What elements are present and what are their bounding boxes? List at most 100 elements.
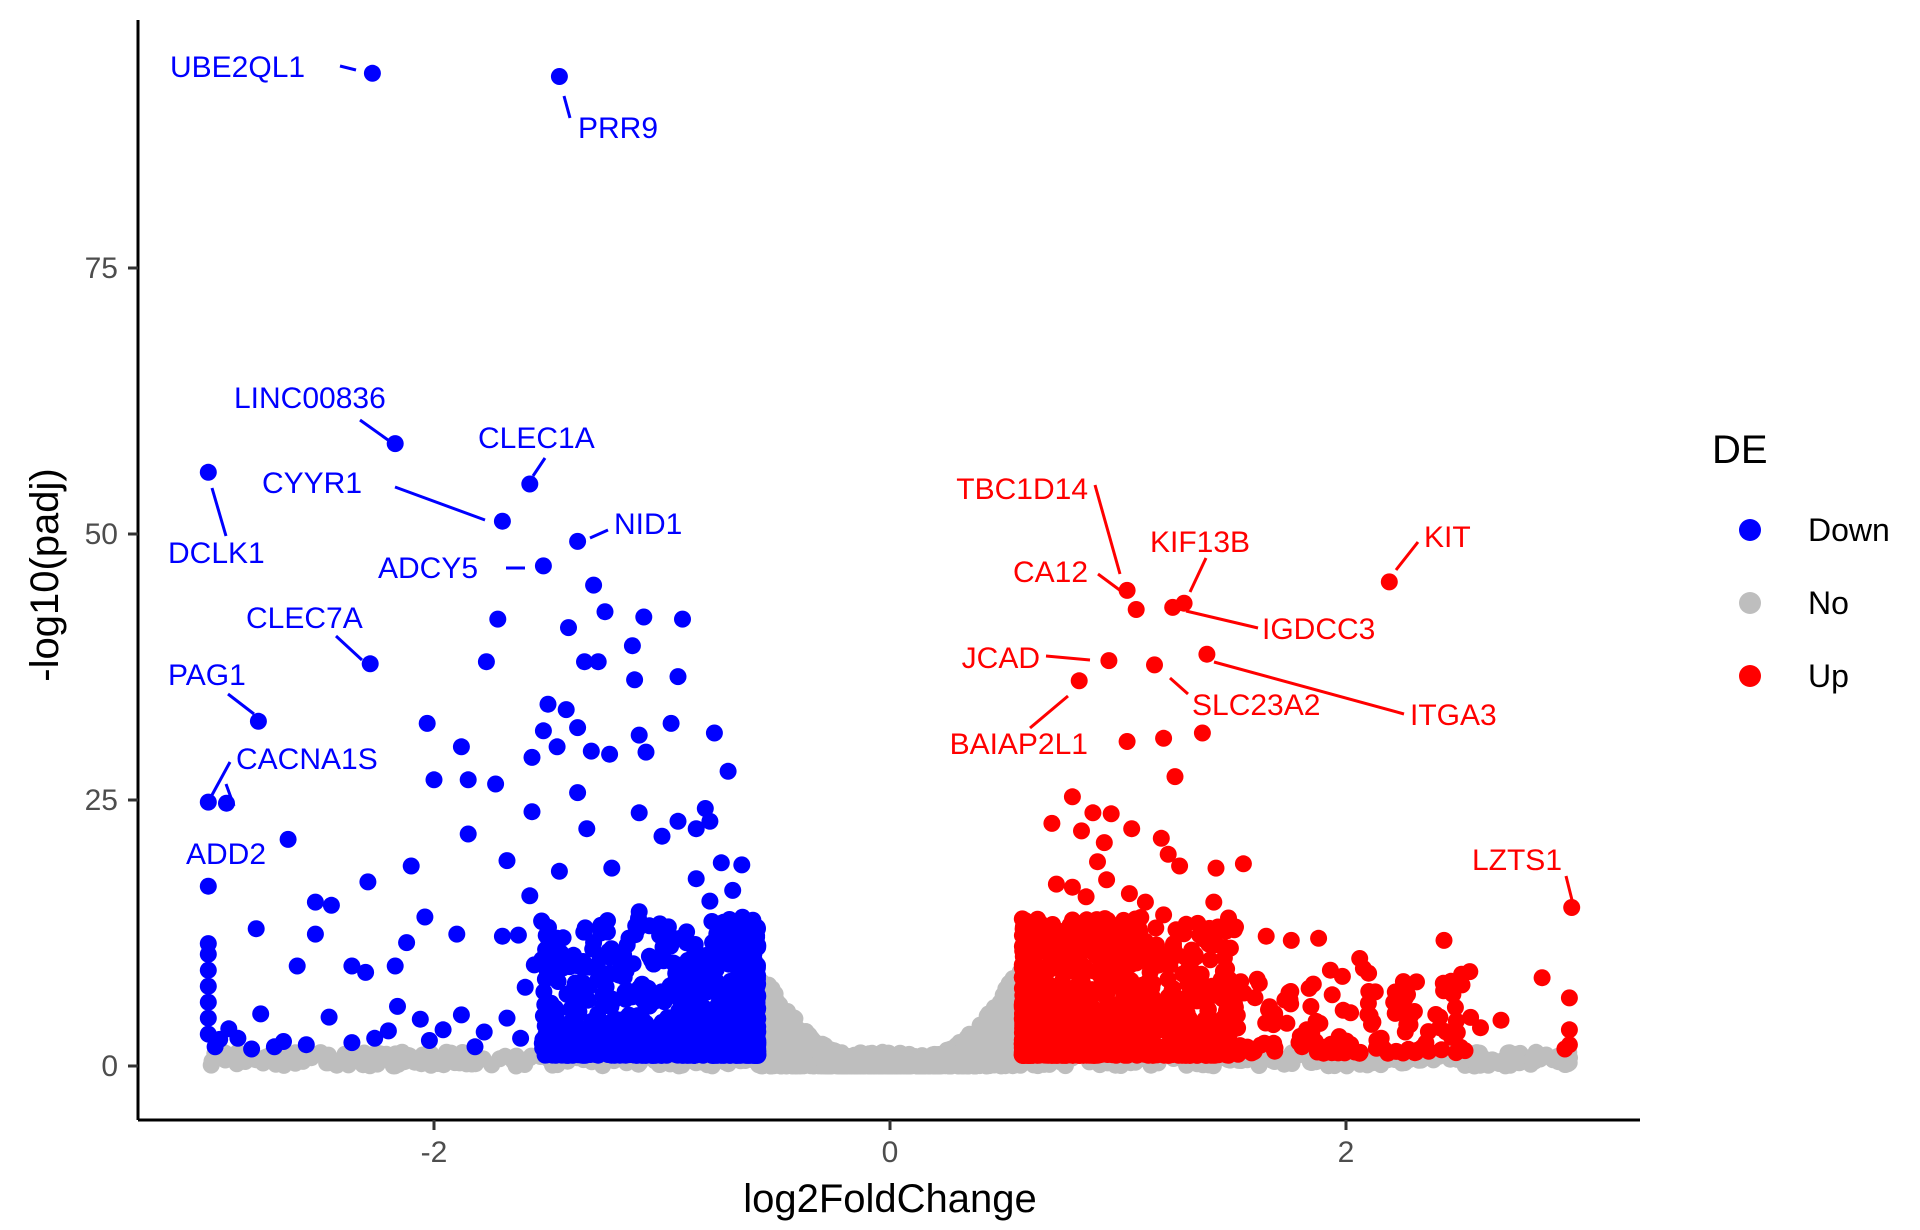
point-up bbox=[1095, 834, 1113, 852]
point-down bbox=[535, 983, 553, 1001]
point-up bbox=[1206, 986, 1224, 1004]
axis-ticks: -2 0 2 0 25 50 75 bbox=[85, 252, 1355, 1169]
leader-line-tbc1d14 bbox=[1093, 484, 1122, 575]
point-up bbox=[1367, 1039, 1385, 1057]
point-up bbox=[1120, 885, 1138, 903]
point-no bbox=[799, 1055, 816, 1073]
point-up bbox=[1152, 829, 1170, 847]
point-down bbox=[539, 695, 557, 713]
legend-key-up bbox=[1739, 665, 1761, 687]
point-no bbox=[467, 1055, 484, 1073]
point-no bbox=[1523, 1051, 1541, 1068]
point-down bbox=[581, 977, 599, 995]
point-down bbox=[655, 993, 673, 1011]
point-up bbox=[1084, 804, 1102, 822]
point-up bbox=[1191, 978, 1209, 996]
point-up bbox=[1100, 652, 1118, 670]
point-down bbox=[288, 957, 306, 975]
point-down bbox=[425, 771, 443, 789]
point-down bbox=[343, 957, 361, 975]
point-up bbox=[1238, 1038, 1256, 1056]
point-down bbox=[630, 726, 648, 744]
point-up bbox=[1408, 973, 1425, 991]
point-down bbox=[735, 1006, 753, 1024]
point-down bbox=[550, 953, 568, 971]
point-up bbox=[1260, 1001, 1277, 1019]
point-down bbox=[199, 463, 217, 481]
leader-line-dclk1 bbox=[210, 487, 228, 537]
point-down bbox=[366, 1029, 384, 1047]
point-down bbox=[692, 949, 710, 966]
gene-labels-layer: UBE2QL1 PRR9 LINC00836 DCLK1 CLEC1A CYYR1 NID1… bbox=[168, 51, 1562, 877]
point-up bbox=[1123, 820, 1141, 838]
legend-title: DE bbox=[1712, 428, 1768, 472]
point-up bbox=[1299, 1031, 1316, 1048]
point-up bbox=[1057, 946, 1074, 964]
point-no bbox=[363, 1049, 381, 1067]
point-up bbox=[1118, 1034, 1135, 1052]
point-up bbox=[1077, 888, 1095, 906]
leader-line-nid1 bbox=[589, 528, 609, 540]
leader-line-clec1a bbox=[531, 457, 547, 477]
point-down bbox=[701, 892, 719, 910]
point-down bbox=[363, 64, 381, 82]
point-down bbox=[306, 925, 324, 943]
leader-line-itga3 bbox=[1213, 660, 1405, 716]
point-down bbox=[420, 1032, 438, 1049]
point-down bbox=[708, 1017, 726, 1035]
point-no bbox=[294, 1052, 312, 1070]
point-up bbox=[1128, 1011, 1146, 1029]
point-no bbox=[846, 1057, 864, 1075]
point-up bbox=[1351, 1044, 1368, 1062]
point-down bbox=[343, 1034, 361, 1052]
gene-label-linc00836: LINC00836 bbox=[234, 382, 386, 415]
point-down bbox=[642, 989, 660, 1007]
point-up bbox=[1199, 1001, 1217, 1018]
point-up bbox=[1102, 805, 1120, 823]
point-no bbox=[1557, 1053, 1575, 1071]
point-down bbox=[361, 655, 379, 673]
gene-label-tbc1d14: TBC1D14 bbox=[956, 473, 1088, 506]
point-down bbox=[687, 870, 705, 888]
point-down bbox=[550, 862, 568, 880]
gene-label-kit: KIT bbox=[1424, 521, 1471, 554]
point-down bbox=[621, 1023, 639, 1041]
point-no bbox=[860, 1045, 878, 1063]
point-down bbox=[525, 956, 543, 974]
point-down bbox=[715, 999, 733, 1016]
point-down bbox=[576, 919, 594, 937]
point-down bbox=[418, 714, 436, 732]
point-down bbox=[644, 955, 662, 973]
point-down bbox=[588, 956, 606, 974]
leader-line-linc00836 bbox=[359, 418, 389, 442]
point-up bbox=[1189, 914, 1207, 932]
point-down bbox=[653, 827, 671, 845]
point-up bbox=[1207, 859, 1225, 877]
point-down bbox=[548, 929, 566, 947]
legend: DE Down No Up bbox=[1712, 428, 1890, 694]
point-up bbox=[1556, 1040, 1574, 1058]
point-down bbox=[660, 925, 678, 943]
point-down bbox=[199, 877, 217, 895]
point-down bbox=[589, 653, 607, 671]
point-down bbox=[297, 1036, 315, 1054]
point-down bbox=[687, 820, 705, 838]
point-down bbox=[637, 743, 655, 761]
leader-line-prr9 bbox=[562, 95, 572, 119]
point-no bbox=[1537, 1046, 1555, 1064]
point-down bbox=[701, 812, 719, 830]
point-no bbox=[970, 1028, 988, 1046]
point-no bbox=[318, 1054, 336, 1072]
point-up bbox=[1433, 1041, 1450, 1059]
point-down bbox=[728, 933, 746, 950]
point-no bbox=[393, 1043, 411, 1061]
leader-line-add2 bbox=[224, 783, 236, 807]
point-down bbox=[630, 804, 648, 822]
point-down bbox=[247, 920, 265, 938]
point-down bbox=[416, 908, 434, 926]
point-down bbox=[699, 1040, 717, 1058]
point-up bbox=[1198, 645, 1216, 663]
point-no bbox=[812, 1049, 830, 1067]
point-down bbox=[626, 926, 644, 944]
